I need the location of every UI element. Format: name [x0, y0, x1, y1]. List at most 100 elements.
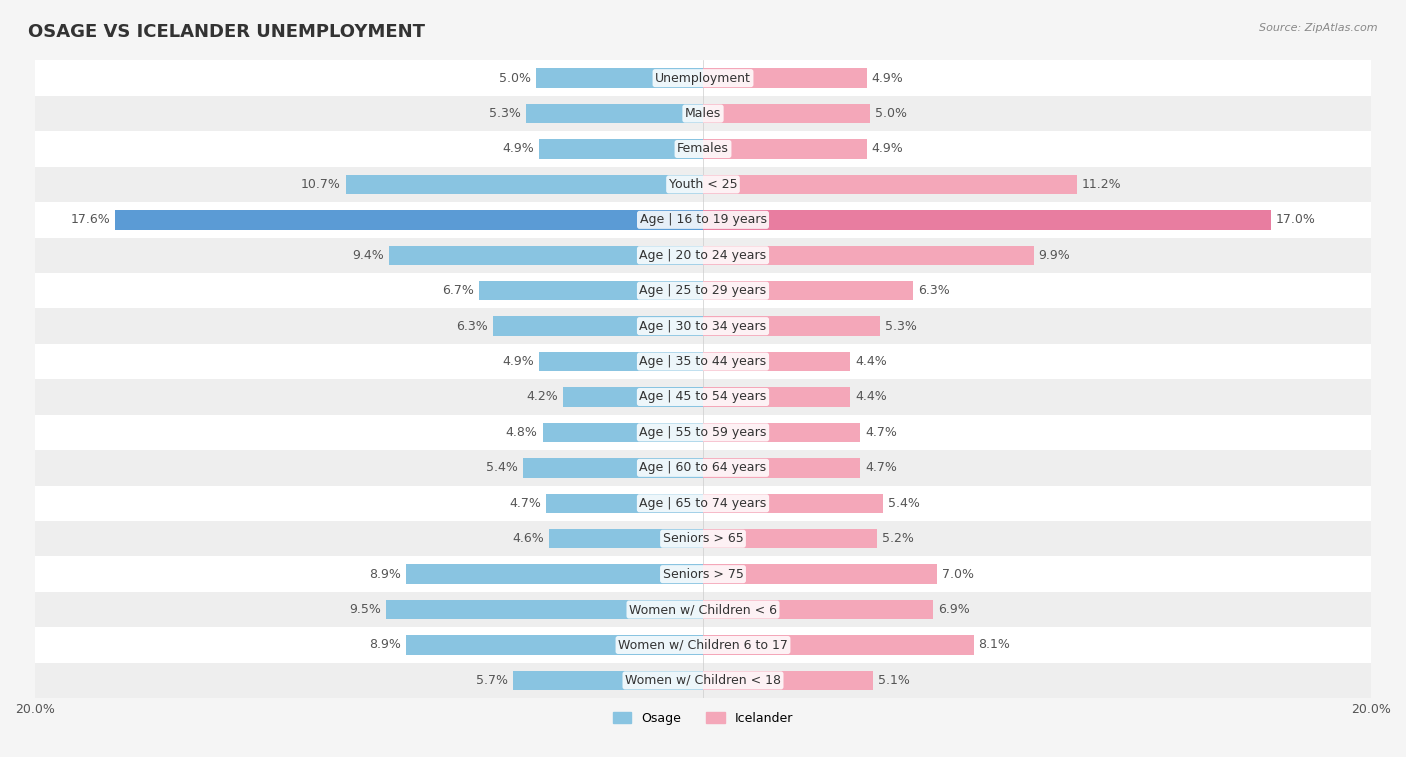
Bar	[35, 662, 1371, 698]
Bar	[703, 422, 860, 442]
Bar	[35, 379, 1371, 415]
Bar	[703, 104, 870, 123]
Text: 6.3%: 6.3%	[456, 319, 488, 332]
Bar	[35, 131, 1371, 167]
Text: 4.4%: 4.4%	[855, 355, 887, 368]
Text: Youth < 25: Youth < 25	[669, 178, 737, 191]
Text: 5.4%: 5.4%	[485, 461, 517, 475]
Text: 5.4%: 5.4%	[889, 497, 921, 509]
Bar	[115, 210, 703, 229]
Text: 4.7%: 4.7%	[865, 461, 897, 475]
Text: Age | 45 to 54 years: Age | 45 to 54 years	[640, 391, 766, 403]
Bar	[703, 245, 1033, 265]
Text: 7.0%: 7.0%	[942, 568, 974, 581]
Bar	[536, 68, 703, 88]
Bar	[703, 68, 866, 88]
Bar	[346, 175, 703, 194]
Bar	[35, 592, 1371, 628]
Bar	[35, 273, 1371, 308]
Text: 11.2%: 11.2%	[1083, 178, 1122, 191]
Bar	[703, 175, 1077, 194]
Text: 4.7%: 4.7%	[509, 497, 541, 509]
Text: Age | 65 to 74 years: Age | 65 to 74 years	[640, 497, 766, 509]
Bar	[703, 600, 934, 619]
Bar	[35, 450, 1371, 485]
Bar	[703, 281, 914, 301]
Text: Women w/ Children < 6: Women w/ Children < 6	[628, 603, 778, 616]
Text: 4.9%: 4.9%	[502, 142, 534, 155]
Bar	[35, 308, 1371, 344]
Bar	[35, 485, 1371, 521]
Bar	[703, 671, 873, 690]
Text: Age | 35 to 44 years: Age | 35 to 44 years	[640, 355, 766, 368]
Text: Males: Males	[685, 107, 721, 120]
Text: 6.7%: 6.7%	[443, 284, 474, 298]
Text: Age | 25 to 29 years: Age | 25 to 29 years	[640, 284, 766, 298]
Bar	[703, 458, 860, 478]
Text: 5.0%: 5.0%	[499, 72, 531, 85]
Text: 4.2%: 4.2%	[526, 391, 558, 403]
Bar	[35, 96, 1371, 131]
Text: 5.7%: 5.7%	[475, 674, 508, 687]
Text: 5.1%: 5.1%	[879, 674, 910, 687]
Bar	[550, 529, 703, 549]
Bar	[385, 600, 703, 619]
Text: Seniors > 65: Seniors > 65	[662, 532, 744, 545]
Bar	[35, 61, 1371, 96]
Bar	[479, 281, 703, 301]
Bar	[540, 352, 703, 371]
Text: 9.4%: 9.4%	[353, 249, 384, 262]
Bar	[703, 316, 880, 336]
Bar	[562, 388, 703, 407]
Text: Age | 20 to 24 years: Age | 20 to 24 years	[640, 249, 766, 262]
Bar	[703, 352, 851, 371]
Text: 5.0%: 5.0%	[875, 107, 907, 120]
Bar	[389, 245, 703, 265]
Text: 5.3%: 5.3%	[884, 319, 917, 332]
Bar	[406, 635, 703, 655]
Bar	[35, 556, 1371, 592]
Text: Females: Females	[678, 142, 728, 155]
Bar	[492, 316, 703, 336]
Text: 4.7%: 4.7%	[865, 426, 897, 439]
Bar	[513, 671, 703, 690]
Bar	[35, 415, 1371, 450]
Text: 9.5%: 9.5%	[349, 603, 381, 616]
Bar	[540, 139, 703, 159]
Text: OSAGE VS ICELANDER UNEMPLOYMENT: OSAGE VS ICELANDER UNEMPLOYMENT	[28, 23, 425, 41]
Text: Age | 60 to 64 years: Age | 60 to 64 years	[640, 461, 766, 475]
Text: 4.8%: 4.8%	[506, 426, 537, 439]
Legend: Osage, Icelander: Osage, Icelander	[607, 707, 799, 731]
Text: Age | 16 to 19 years: Age | 16 to 19 years	[640, 213, 766, 226]
Text: Women w/ Children < 18: Women w/ Children < 18	[626, 674, 780, 687]
Text: Unemployment: Unemployment	[655, 72, 751, 85]
Text: Age | 55 to 59 years: Age | 55 to 59 years	[640, 426, 766, 439]
Text: 6.9%: 6.9%	[938, 603, 970, 616]
Bar	[703, 565, 936, 584]
Text: Women w/ Children 6 to 17: Women w/ Children 6 to 17	[619, 638, 787, 652]
Text: 8.9%: 8.9%	[368, 568, 401, 581]
Text: 8.1%: 8.1%	[979, 638, 1011, 652]
Bar	[35, 167, 1371, 202]
Text: 5.3%: 5.3%	[489, 107, 522, 120]
Bar	[703, 210, 1271, 229]
Text: 4.6%: 4.6%	[513, 532, 544, 545]
Bar	[703, 529, 877, 549]
Bar	[546, 494, 703, 513]
Bar	[703, 494, 883, 513]
Text: Age | 30 to 34 years: Age | 30 to 34 years	[640, 319, 766, 332]
Text: 17.6%: 17.6%	[70, 213, 110, 226]
Text: 4.4%: 4.4%	[855, 391, 887, 403]
Text: Source: ZipAtlas.com: Source: ZipAtlas.com	[1260, 23, 1378, 33]
Bar	[35, 628, 1371, 662]
Text: 9.9%: 9.9%	[1039, 249, 1070, 262]
Text: 4.9%: 4.9%	[872, 72, 904, 85]
Text: 4.9%: 4.9%	[502, 355, 534, 368]
Text: Seniors > 75: Seniors > 75	[662, 568, 744, 581]
Bar	[35, 521, 1371, 556]
Bar	[543, 422, 703, 442]
Text: 17.0%: 17.0%	[1275, 213, 1316, 226]
Text: 10.7%: 10.7%	[301, 178, 340, 191]
Bar	[703, 388, 851, 407]
Bar	[35, 344, 1371, 379]
